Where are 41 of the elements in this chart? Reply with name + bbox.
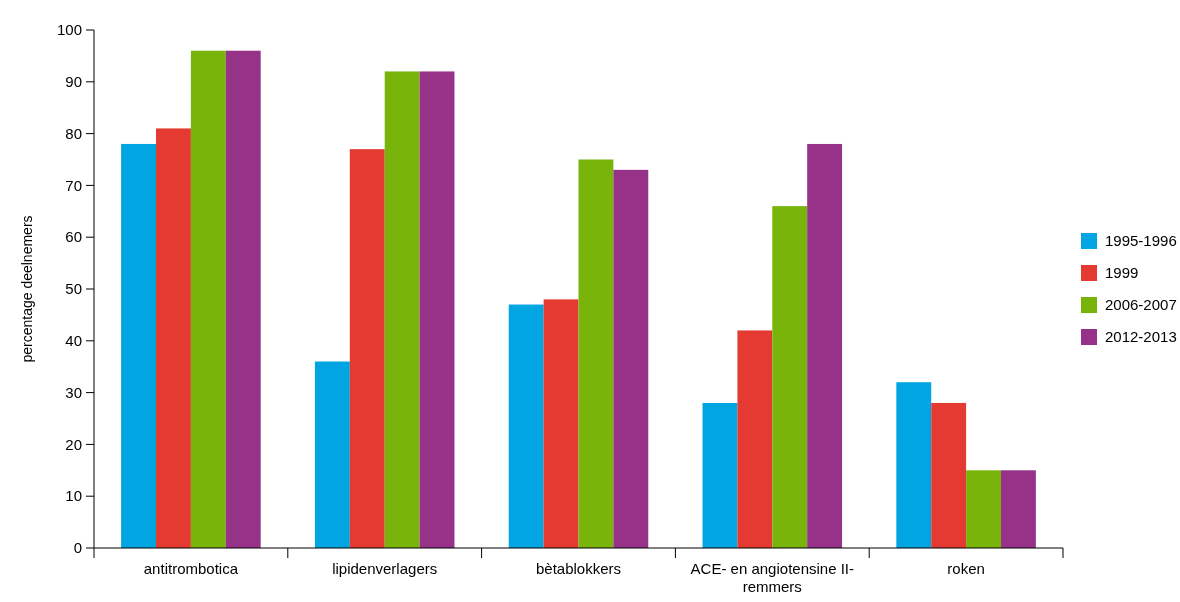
x-tick-label: ACE- en angiotensine II-remmers [690, 560, 855, 595]
bar [931, 402, 967, 548]
y-tick-label: 60 [65, 228, 82, 246]
y-tick-label: 10 [65, 487, 82, 505]
bar [772, 206, 808, 548]
bar [737, 330, 773, 548]
legend-label: 2012-2013 [1105, 328, 1177, 346]
bar [349, 149, 385, 548]
bar [543, 299, 579, 548]
bar [702, 402, 738, 548]
bar [896, 382, 932, 548]
y-tick-label: 40 [65, 332, 82, 350]
y-tick-label: 80 [65, 124, 82, 142]
y-tick-label: 0 [73, 539, 82, 557]
bar [578, 159, 614, 548]
x-tick-label: antitrombotica [143, 560, 239, 577]
bar [314, 361, 350, 548]
y-tick-label: 50 [65, 280, 82, 298]
y-axis-title: percentage deelnemers [19, 215, 35, 363]
legend-label: 1999 [1105, 264, 1139, 282]
bar [613, 169, 649, 548]
bar [508, 304, 544, 548]
bar [156, 128, 191, 548]
y-tick-label: 20 [65, 435, 82, 453]
x-tick-label: lipidenverlagers [332, 560, 438, 577]
y-tick-label: 90 [65, 73, 82, 91]
y-tick-label: 100 [56, 21, 82, 39]
bar [190, 50, 226, 548]
y-tick-label: 70 [65, 176, 82, 194]
bar [419, 71, 455, 548]
bar [225, 50, 261, 548]
bar [121, 143, 157, 548]
bar [966, 470, 1001, 548]
x-tick-label: bètablokkers [535, 560, 622, 577]
legend-label: 1995-1996 [1105, 232, 1177, 250]
bar [807, 143, 843, 548]
bar [384, 71, 420, 548]
bar [1000, 470, 1036, 548]
y-tick-label: 30 [65, 383, 82, 401]
legend-label: 2006-2007 [1105, 296, 1177, 314]
x-tick-label: roken [947, 560, 985, 577]
